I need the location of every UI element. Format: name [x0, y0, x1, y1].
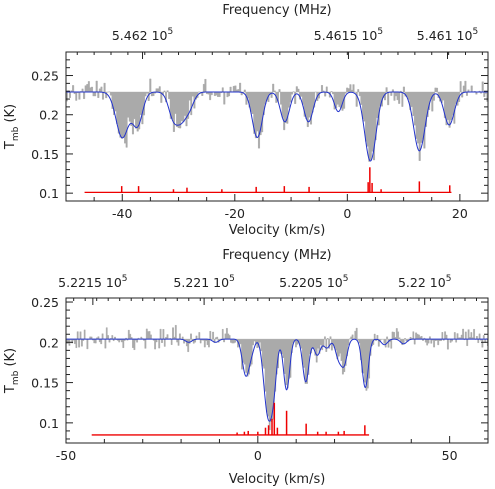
y-axis-label: Tmb (K): [3, 104, 21, 150]
top-tick-label: 5.462 105: [112, 27, 173, 43]
plot-frame: [65, 297, 489, 444]
top-tick-exponent: 5: [377, 27, 383, 37]
y-axis-subscript: mb: [11, 370, 21, 385]
plot-area: [66, 78, 488, 194]
y-tick-label: 0.25: [31, 69, 59, 84]
y-tick-label: 0.1: [39, 416, 59, 431]
top-tick-mantissa: 5.4615 10: [314, 28, 378, 43]
top-tick-exponent: 5: [229, 274, 235, 284]
top-tick-mantissa: 5.2215 10: [58, 275, 122, 290]
x-tick-label: -20: [225, 206, 245, 221]
top-tick-exponent: 5: [446, 274, 452, 284]
top-tick-label: 5.2215 105: [58, 274, 127, 290]
top-tick-label: 5.221 105: [173, 274, 234, 290]
plot-area: [66, 325, 488, 436]
y-axis-unit: (K): [3, 348, 18, 371]
top-tick-exponent: 5: [343, 274, 349, 284]
x-tick-label: 20: [452, 206, 468, 221]
plot-frame: [65, 51, 489, 202]
top-tick-mantissa: 5.221 10: [173, 275, 229, 290]
y-axis-unit: (K): [3, 104, 18, 127]
top-axis-label: Frequency (MHz): [222, 248, 331, 263]
top-tick-mantissa: 5.462 10: [112, 28, 168, 43]
y-axis-subscript: mb: [11, 126, 21, 141]
top-tick-label: 5.22 105: [398, 274, 451, 290]
model-fit-line: [66, 91, 488, 162]
top-tick-label: 5.4615 105: [314, 27, 383, 43]
y-axis-label: Tmb (K): [3, 348, 21, 394]
panel-upper: -40 -20 0 200.10.150.20.255.462 105 5.4615 1…: [3, 3, 489, 238]
y-tick-label: 0.25: [31, 295, 59, 310]
top-tick-exponent: 5: [167, 27, 173, 37]
y-tick-label: 0.15: [31, 147, 59, 162]
y-tick-label: 0.2: [39, 335, 59, 350]
top-tick-label: 5.2205 105: [279, 274, 348, 290]
y-tick-label: 0.2: [39, 108, 59, 123]
top-tick-mantissa: 5.22 10: [398, 275, 446, 290]
x-axis-label: Velocity (km/s): [229, 223, 326, 238]
top-tick-label: 5.461 105: [417, 27, 478, 43]
y-axis-symbol: T: [3, 385, 18, 394]
x-tick-label: 0: [254, 448, 262, 463]
x-tick-label: 0: [343, 206, 351, 221]
x-tick-label: -50: [56, 448, 76, 463]
observed-spectrum: [66, 325, 488, 431]
top-tick-exponent: 5: [472, 27, 478, 37]
y-tick-label: 0.1: [39, 186, 59, 201]
top-axis-label: Frequency (MHz): [222, 3, 331, 18]
x-axis-label: Velocity (km/s): [229, 472, 326, 487]
top-tick-mantissa: 5.461 10: [417, 28, 473, 43]
panel-lower: -50 0 500.10.150.20.255.2215 105 5.221 105 5…: [3, 248, 489, 487]
y-tick-label: 0.15: [31, 376, 59, 391]
top-tick-exponent: 5: [122, 274, 128, 284]
y-axis-symbol: T: [3, 141, 18, 150]
x-tick-label: -40: [112, 206, 132, 221]
top-tick-mantissa: 5.2205 10: [279, 275, 343, 290]
model-fit-line: [66, 338, 488, 422]
x-tick-label: 50: [442, 448, 458, 463]
